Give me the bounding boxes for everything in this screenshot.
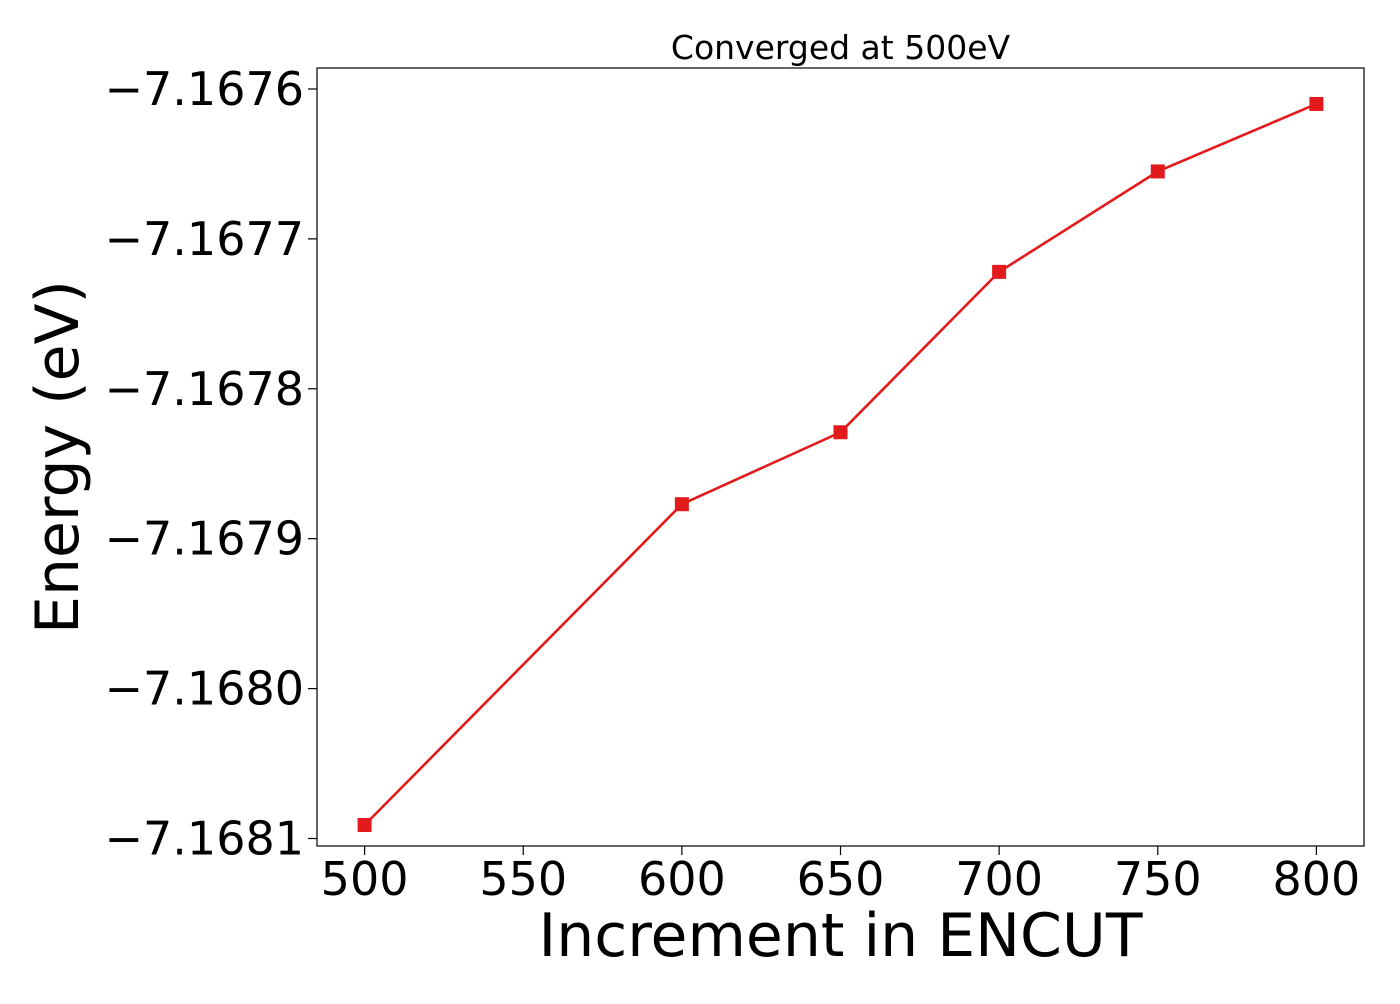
data-point-marker	[992, 264, 1007, 279]
y-tick-label: −7.1681	[105, 812, 305, 866]
y-axis: −7.1676 −7.1677 −7.1678 −7.1679 −7.1680 −7.16…	[105, 62, 317, 866]
x-tick-label: 800	[1273, 852, 1361, 906]
y-tick-label: −7.1680	[105, 662, 305, 716]
x-tick-label: 500	[321, 852, 409, 906]
data-point-marker	[833, 425, 848, 440]
x-tick-label: 550	[479, 852, 567, 906]
data-point-marker	[1150, 164, 1165, 179]
x-tick-label: 650	[797, 852, 885, 906]
series-layer	[357, 96, 1324, 833]
y-tick-label: −7.1677	[105, 212, 305, 266]
plot-area-frame	[316, 67, 1365, 847]
y-tick-label: −7.1679	[105, 512, 305, 566]
y-axis-label: Energy (eV)	[23, 280, 93, 634]
series-line	[363, 102, 1317, 826]
data-point-marker	[357, 818, 372, 833]
data-point-marker	[674, 497, 689, 512]
data-point-marker	[1309, 96, 1324, 111]
x-axis: 500 550 600 650 700 750 800	[321, 846, 1361, 906]
x-axis-label: Increment in ENCUT	[539, 901, 1143, 971]
chart-title: Converged at 500eV	[671, 28, 1011, 67]
y-tick-label: −7.1678	[105, 362, 305, 416]
x-tick-label: 600	[638, 852, 726, 906]
x-tick-label: 700	[955, 852, 1043, 906]
x-tick-label: 750	[1114, 852, 1202, 906]
y-tick-label: −7.1676	[105, 62, 305, 116]
